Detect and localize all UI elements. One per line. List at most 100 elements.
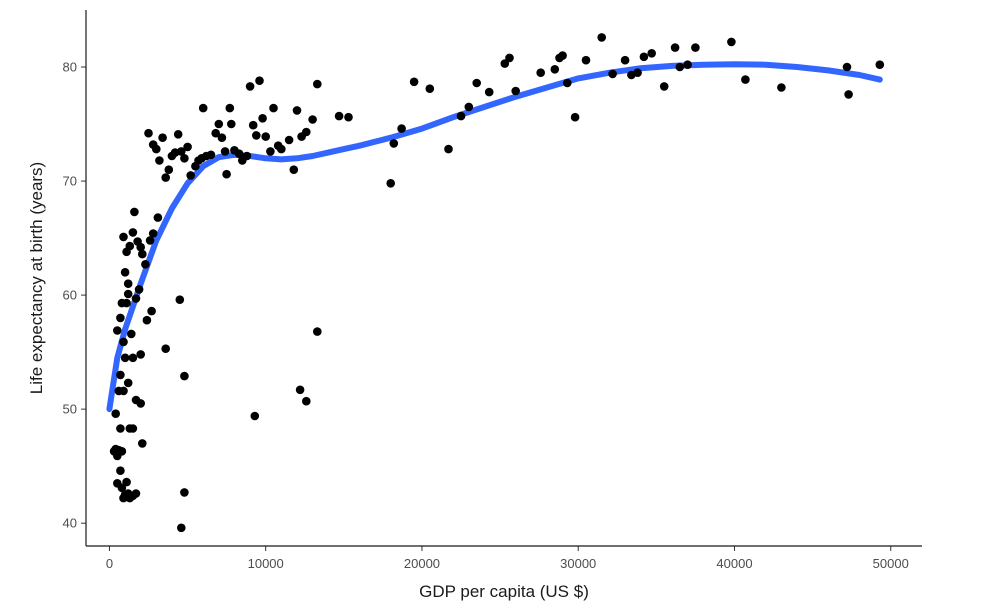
data-point — [295, 385, 305, 395]
data-point — [842, 62, 852, 72]
data-point — [308, 115, 317, 124]
data-point — [389, 139, 399, 148]
data-point — [536, 68, 545, 77]
data-point — [277, 144, 286, 154]
data-point — [647, 49, 656, 58]
data-point — [152, 144, 161, 154]
data-point — [683, 60, 692, 69]
y-axis-title: Life expectancy at birth (years) — [27, 162, 46, 394]
data-point — [659, 82, 669, 91]
data-point — [261, 132, 271, 141]
data-point — [217, 133, 227, 142]
data-point — [558, 51, 567, 60]
data-point — [550, 65, 560, 74]
data-point — [456, 111, 466, 121]
data-point — [472, 78, 482, 88]
x-tick-label: 20000 — [404, 556, 440, 571]
y-tick-label: 70 — [63, 174, 77, 189]
data-point — [777, 83, 786, 92]
x-tick-label: 40000 — [716, 556, 752, 571]
data-point — [563, 78, 572, 88]
data-point — [119, 337, 128, 347]
data-point — [136, 242, 145, 252]
data-point — [597, 33, 606, 42]
data-point — [144, 128, 153, 138]
data-point — [484, 87, 494, 97]
data-point — [128, 228, 138, 237]
data-point — [111, 409, 120, 419]
data-point — [123, 378, 133, 388]
y-tick-label: 80 — [63, 60, 77, 75]
data-point — [844, 90, 853, 99]
data-point — [344, 112, 353, 122]
data-point — [186, 171, 195, 180]
data-point — [155, 156, 164, 165]
data-point — [173, 130, 183, 139]
data-point — [148, 229, 158, 238]
data-point — [741, 75, 750, 84]
data-point — [177, 523, 186, 533]
data-point — [116, 466, 125, 476]
data-point — [570, 112, 580, 122]
data-point — [127, 329, 136, 339]
data-point — [158, 133, 167, 142]
data-point — [180, 371, 189, 381]
y-tick-label: 40 — [63, 516, 77, 531]
data-point — [130, 207, 139, 217]
data-point — [292, 106, 302, 115]
data-point — [444, 144, 453, 154]
data-point — [242, 151, 252, 161]
data-point — [153, 213, 163, 222]
data-point — [500, 59, 510, 68]
data-point — [177, 147, 186, 156]
data-point — [138, 439, 147, 448]
data-point — [206, 150, 216, 160]
data-point — [691, 43, 700, 52]
data-point — [250, 411, 260, 421]
data-point — [227, 119, 236, 129]
data-point — [125, 241, 135, 251]
data-point — [511, 86, 520, 96]
data-point — [136, 399, 145, 408]
data-point — [120, 353, 130, 363]
data-point — [670, 43, 680, 52]
data-point — [608, 69, 617, 79]
data-point — [255, 76, 264, 85]
data-point — [675, 62, 685, 72]
data-point — [639, 52, 649, 62]
data-point — [131, 294, 141, 303]
data-point — [620, 55, 630, 65]
data-point — [581, 55, 591, 65]
data-point — [141, 260, 150, 269]
x-tick-label: 10000 — [248, 556, 284, 571]
data-point — [138, 249, 147, 259]
points-layer — [109, 33, 885, 533]
data-point — [180, 488, 189, 497]
data-point — [409, 77, 419, 87]
x-tick-label: 0 — [106, 556, 113, 571]
data-point — [222, 169, 231, 179]
data-point — [284, 135, 294, 145]
data-point — [123, 279, 133, 289]
data-point — [117, 447, 127, 456]
smooth-layer — [106, 61, 883, 413]
data-point — [220, 147, 230, 156]
data-point — [234, 149, 244, 158]
data-point — [175, 295, 185, 305]
data-point — [211, 128, 220, 138]
data-point — [313, 327, 322, 336]
data-point — [727, 37, 736, 47]
data-point — [302, 396, 311, 406]
data-point — [258, 114, 267, 123]
data-point — [120, 268, 130, 277]
smooth-trend-line — [106, 61, 883, 413]
data-point — [198, 103, 208, 113]
data-point — [251, 131, 261, 140]
data-point — [116, 424, 125, 433]
data-point — [214, 119, 224, 129]
data-point — [180, 154, 189, 163]
data-point — [122, 477, 131, 487]
data-point — [147, 306, 156, 316]
data-point — [875, 60, 885, 69]
data-point — [505, 53, 514, 63]
